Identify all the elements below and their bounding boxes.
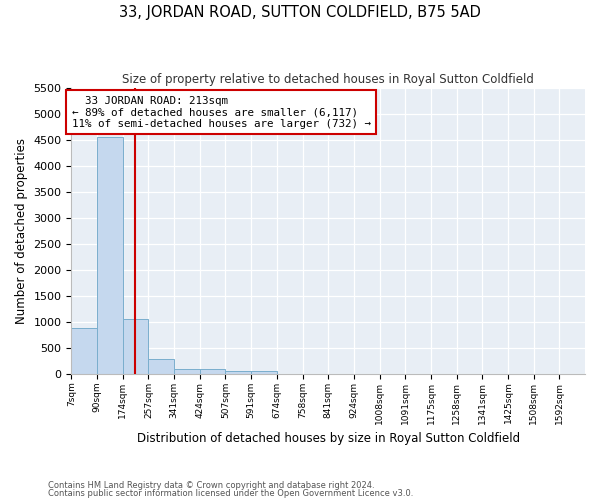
Text: Contains public sector information licensed under the Open Government Licence v3: Contains public sector information licen… — [48, 488, 413, 498]
Title: Size of property relative to detached houses in Royal Sutton Coldfield: Size of property relative to detached ho… — [122, 72, 534, 86]
Bar — [71, 328, 97, 374]
Text: 33 JORDAN ROAD: 213sqm
← 89% of detached houses are smaller (6,117)
11% of semi-: 33 JORDAN ROAD: 213sqm ← 89% of detached… — [72, 96, 371, 129]
Bar — [174, 368, 200, 374]
Bar — [251, 372, 277, 374]
Y-axis label: Number of detached properties: Number of detached properties — [15, 138, 28, 324]
Text: Contains HM Land Registry data © Crown copyright and database right 2024.: Contains HM Land Registry data © Crown c… — [48, 481, 374, 490]
Bar — [200, 369, 226, 374]
Bar — [123, 319, 148, 374]
Bar — [226, 372, 251, 374]
Text: 33, JORDAN ROAD, SUTTON COLDFIELD, B75 5AD: 33, JORDAN ROAD, SUTTON COLDFIELD, B75 5… — [119, 5, 481, 20]
Bar — [148, 360, 174, 374]
Bar — [97, 138, 123, 374]
X-axis label: Distribution of detached houses by size in Royal Sutton Coldfield: Distribution of detached houses by size … — [137, 432, 520, 445]
